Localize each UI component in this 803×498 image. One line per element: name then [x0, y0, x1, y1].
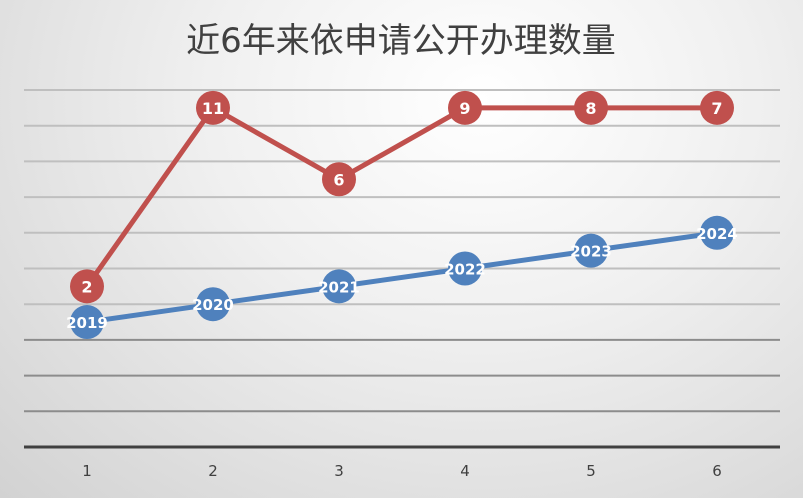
x-tick-label: 4	[460, 462, 470, 480]
data-label: 2	[81, 277, 92, 296]
data-point	[574, 90, 608, 125]
data-label: 6	[333, 170, 344, 189]
x-tick-label: 3	[334, 462, 344, 480]
data-label: 8	[585, 99, 596, 118]
data-point	[70, 305, 104, 340]
data-label: 2024	[696, 225, 738, 243]
data-point	[196, 287, 230, 322]
series-1: 2 11 6 9 8 7	[70, 90, 734, 304]
data-point	[448, 251, 482, 286]
series-line	[84, 105, 717, 288]
series-0: 2019 2020 2021 2022 2023 2024	[66, 215, 738, 340]
x-tick-label: 6	[712, 462, 722, 480]
x-tick-label: 1	[82, 462, 92, 480]
data-point	[574, 233, 608, 268]
data-point	[196, 90, 230, 125]
data-point	[322, 162, 356, 197]
data-point	[448, 90, 482, 125]
data-label: 2023	[570, 243, 612, 261]
data-point	[700, 215, 734, 250]
series-line	[86, 230, 718, 325]
chart-title: 近6年来依申请公开办理数量	[186, 21, 616, 61]
data-label: 11	[202, 99, 224, 118]
data-label: 2022	[444, 261, 486, 279]
data-label: 2021	[318, 278, 360, 296]
data-point	[322, 269, 356, 304]
data-label: 2019	[66, 314, 108, 332]
data-label: 7	[711, 99, 722, 118]
x-tick-label: 2	[208, 462, 218, 480]
data-label: 2020	[192, 296, 234, 314]
data-label: 9	[459, 99, 470, 118]
data-point	[700, 90, 734, 125]
data-point	[70, 269, 104, 304]
x-tick-label: 5	[586, 462, 596, 480]
